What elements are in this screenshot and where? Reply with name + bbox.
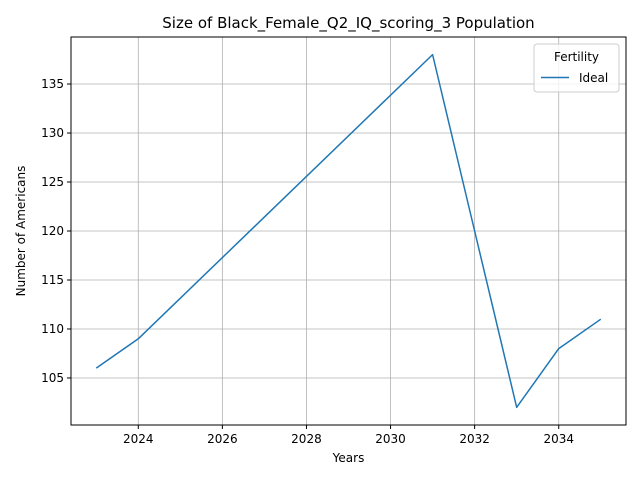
x-tick-label: 2030 [375,432,406,446]
y-tick-label: 125 [41,175,64,189]
legend-title: Fertility [554,50,599,64]
legend-box [533,43,620,93]
chart-title: Size of Black_Female_Q2_IQ_scoring_3 Pop… [162,14,534,33]
series-layer [95,53,602,409]
legend-label-ideal: Ideal [579,71,608,85]
y-tick-label: 135 [41,77,64,91]
y-tick-label: 120 [41,224,64,238]
y-tick-label: 110 [41,322,64,336]
y-axis-label: Number of Americans [14,166,28,297]
x-tick-label: 2028 [291,432,322,446]
x-tick-label: 2024 [123,432,154,446]
x-axis-label: Years [332,451,365,465]
y-axis-ticks: 105 110 115 120 125 130 135 [41,77,71,385]
x-tick-label: 2034 [543,432,574,446]
y-tick-label: 115 [41,273,64,287]
x-tick-label: 2026 [207,432,238,446]
x-tick-label: 2032 [459,432,490,446]
gridlines [71,37,626,425]
legend: Fertility Ideal [533,43,620,93]
y-tick-label: 130 [41,126,64,140]
y-tick-label: 105 [41,371,64,385]
series-line-ideal [95,53,602,409]
x-axis-ticks: 2024 2026 2028 2030 2032 2034 [123,425,574,446]
